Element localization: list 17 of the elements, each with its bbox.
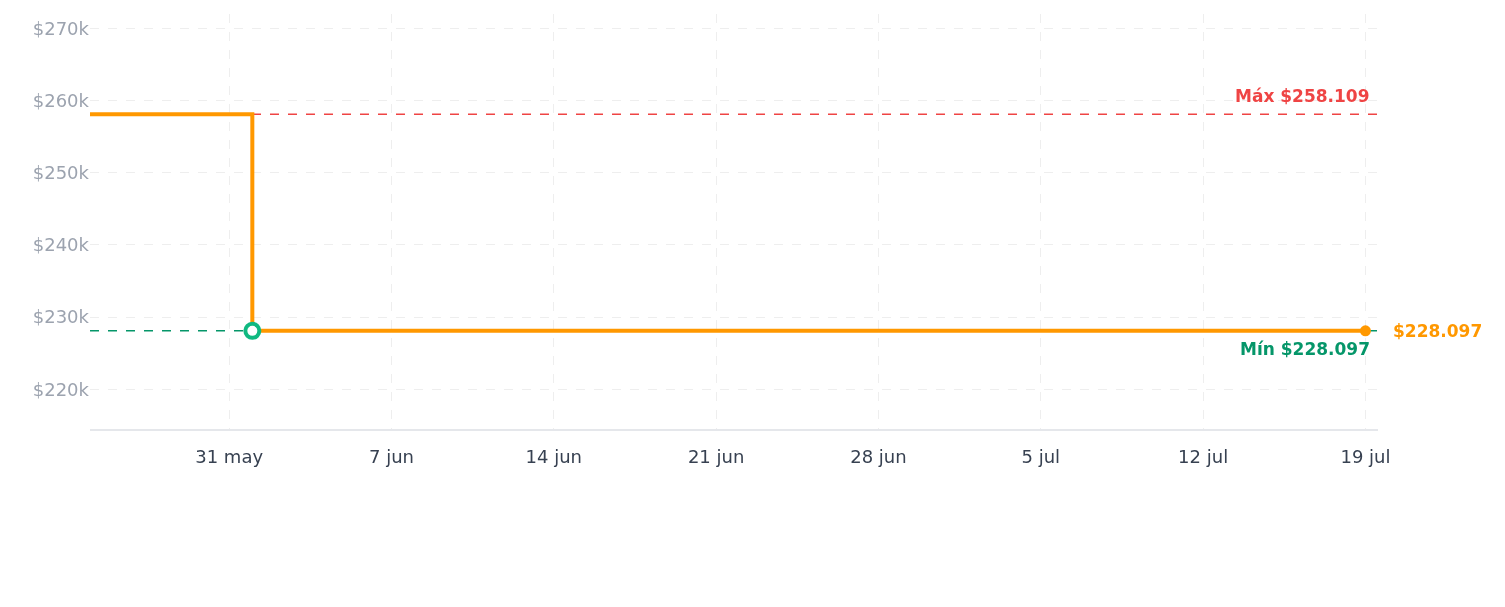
x-tick-label: 14 jun: [525, 445, 583, 467]
y-tick-label: $240k: [32, 234, 90, 256]
ref-line-label: Máx $258.109: [1235, 86, 1370, 106]
ref-line-label: Mín $228.097: [1240, 339, 1371, 359]
x-tick-label: 21 jun: [687, 445, 745, 467]
x-tick-label: 31 may: [195, 445, 264, 467]
y-tick-label: $230k: [32, 306, 90, 328]
x-tick-label: 19 jul: [1340, 445, 1391, 467]
x-tick-label: 12 jul: [1178, 445, 1229, 467]
y-tick-label: $250k: [32, 162, 90, 184]
x-tick-label: 28 jun: [850, 445, 907, 467]
y-tick-label: $220k: [32, 378, 90, 400]
annotation: $228.097: [1393, 321, 1483, 341]
y-tick-label: $270k: [32, 17, 90, 39]
y-tick-label: $260k: [32, 89, 90, 111]
x-tick-label: 7 jun: [368, 445, 414, 467]
x-tick-label: 5 jul: [1021, 445, 1061, 467]
